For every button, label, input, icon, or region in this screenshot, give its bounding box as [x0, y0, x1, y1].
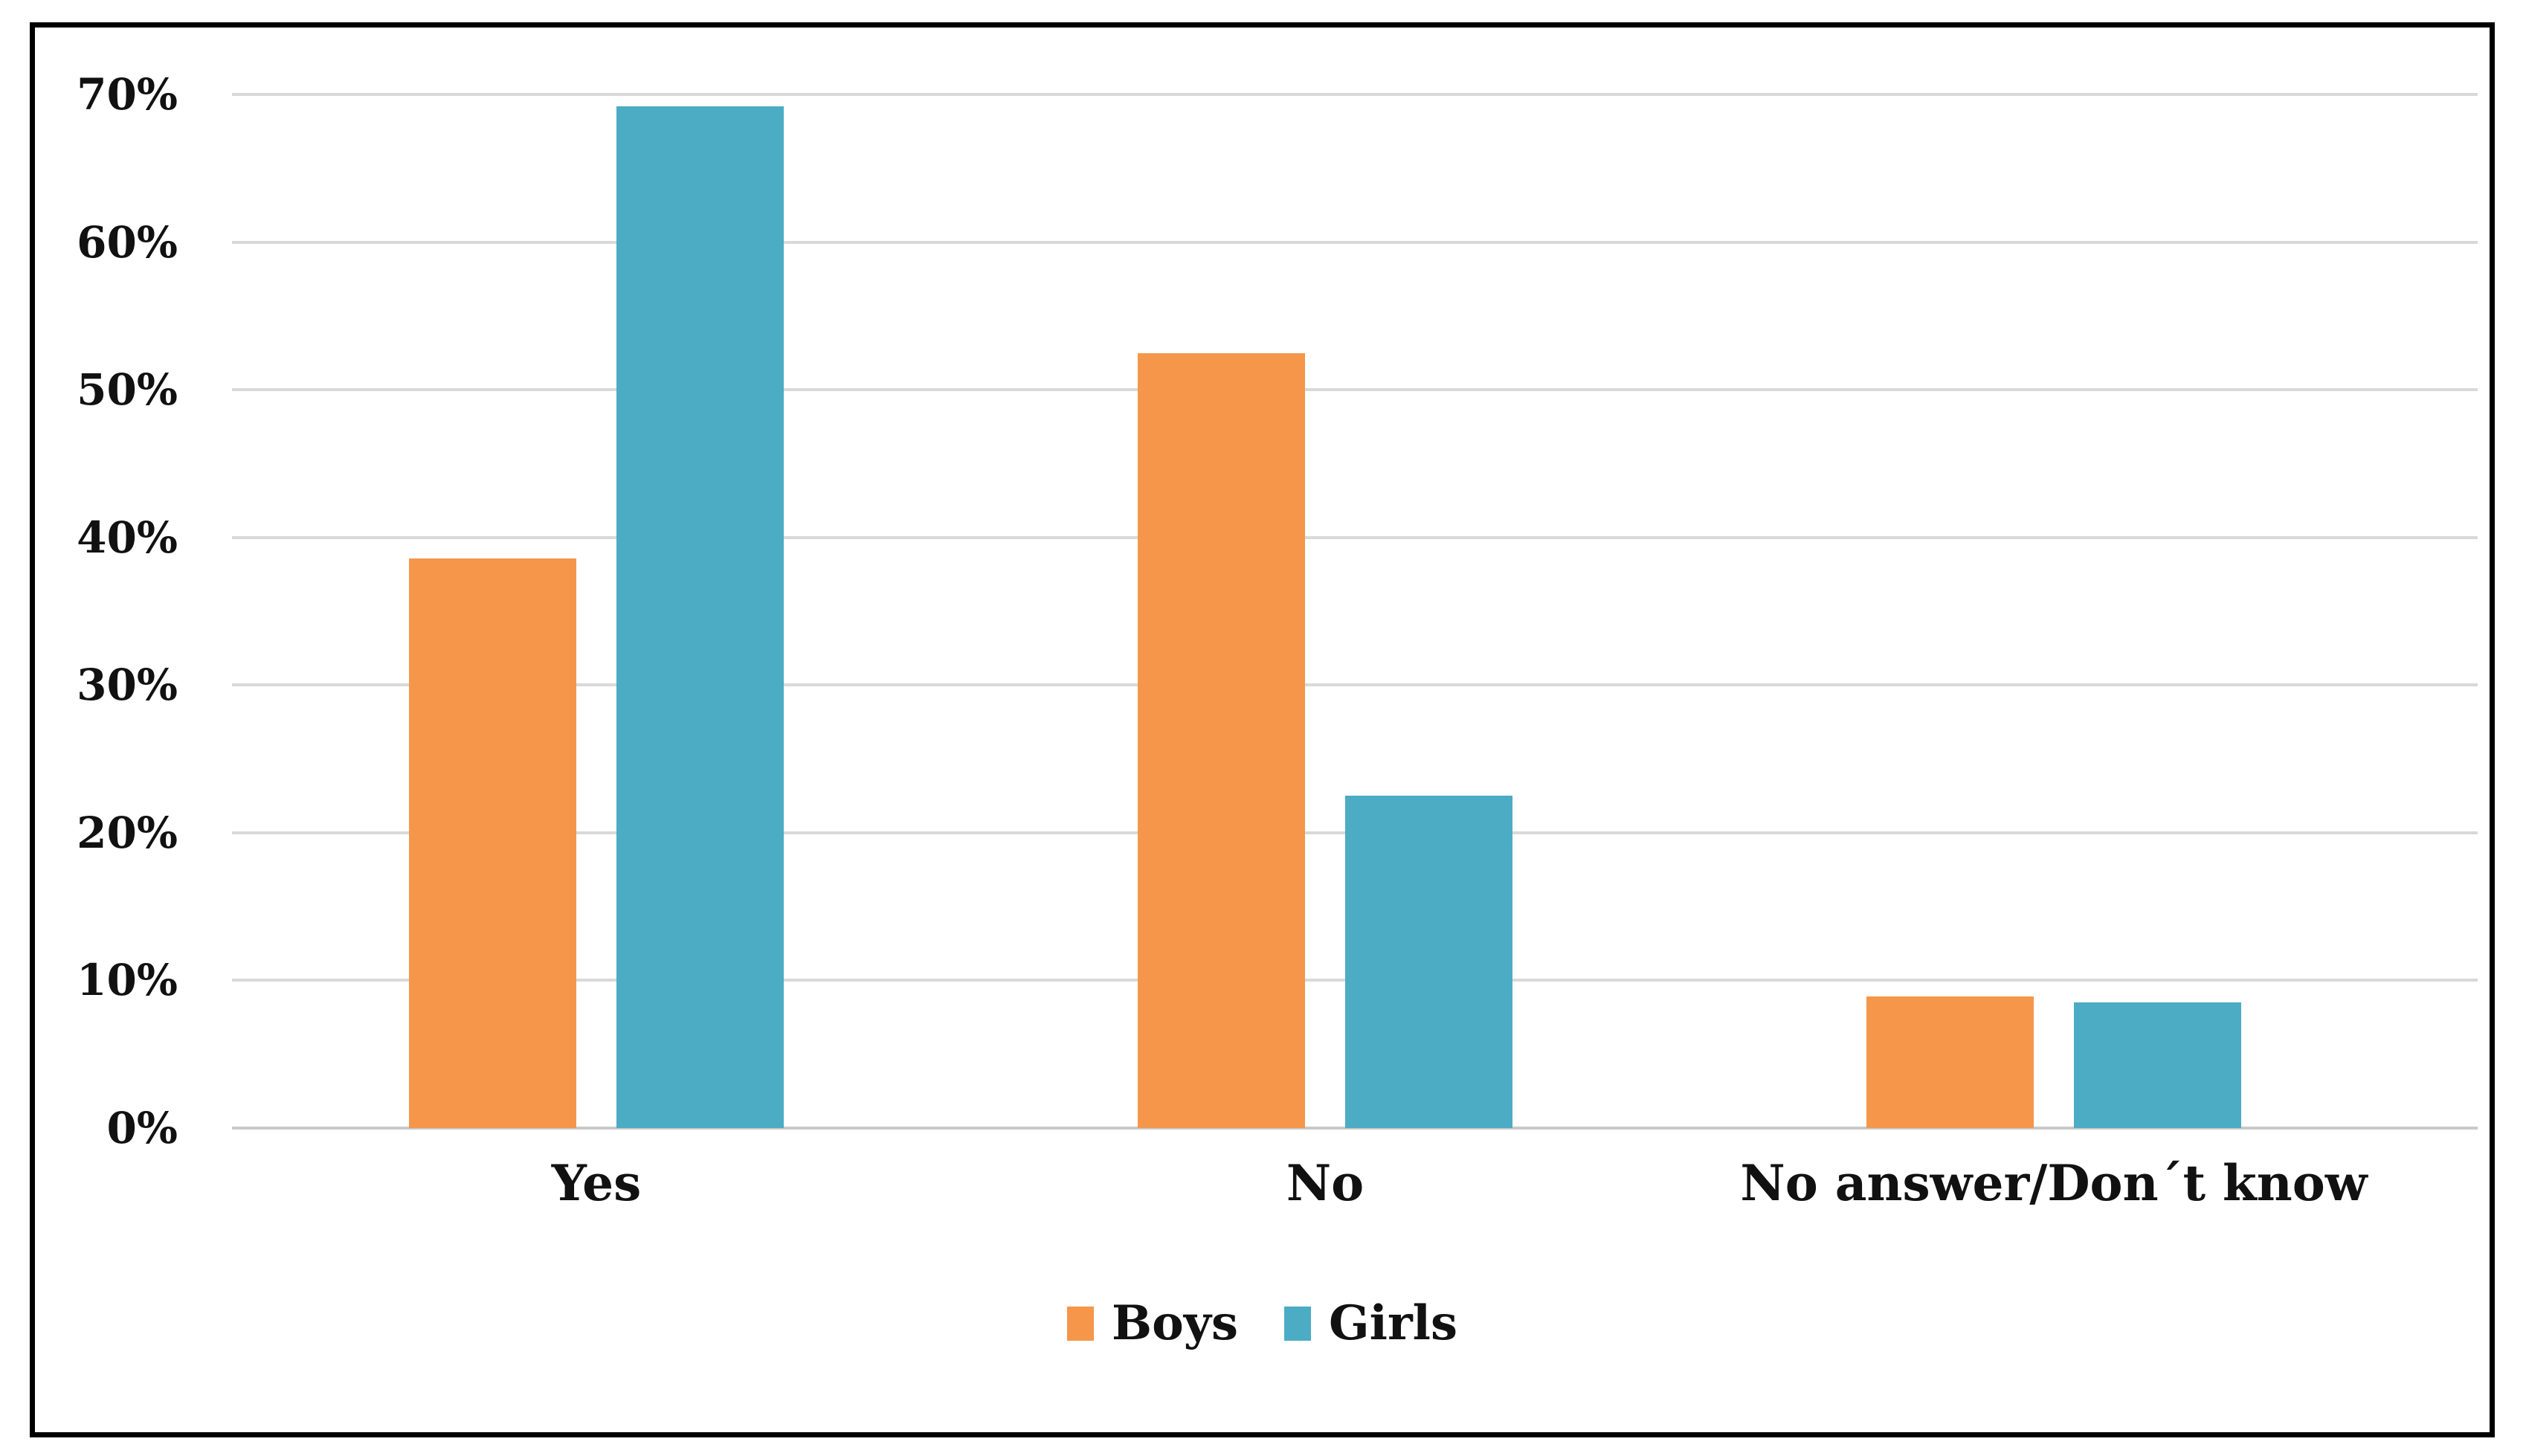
- bar-girls-2: [2074, 1002, 2241, 1128]
- legend-item-girls: Girls: [1283, 1295, 1458, 1351]
- legend-swatch-boys: [1066, 1306, 1094, 1341]
- y-tick-label-20: 20%: [77, 807, 178, 858]
- y-tick-label-40: 40%: [77, 512, 178, 563]
- legend-label-girls: Girls: [1328, 1295, 1458, 1351]
- bar-boys-2: [1866, 996, 2034, 1128]
- gridline-50: [232, 388, 2478, 392]
- gridline-60: [232, 240, 2478, 244]
- y-tick-label-0: 0%: [106, 1103, 178, 1153]
- legend-item-boys: Boys: [1066, 1295, 1238, 1351]
- plot-area: [232, 93, 2478, 1130]
- chart-frame: 0% 10% 20% 30% 40% 50% 60% 70% Yes No No answer/D…: [30, 22, 2495, 1437]
- legend: Boys Girls: [35, 1295, 2490, 1351]
- x-axis-labels: Yes No No answer/Don´t know: [232, 1154, 2478, 1212]
- bar-boys-1: [1138, 352, 1305, 1128]
- bar-group-1: [961, 94, 1689, 1128]
- bar-boys-0: [409, 558, 576, 1128]
- category-label-1: No: [1286, 1154, 1365, 1212]
- y-tick-label-60: 60%: [77, 216, 178, 268]
- legend-swatch-girls: [1283, 1306, 1311, 1341]
- category-label-2: No answer/Don´t know: [1740, 1154, 2368, 1212]
- bar-girls-0: [616, 106, 784, 1128]
- y-tick-label-50: 50%: [77, 364, 178, 416]
- gridline-0: [232, 1127, 2478, 1130]
- gridline-30: [232, 683, 2478, 687]
- gridline-40: [232, 535, 2478, 539]
- category-label-0: Yes: [551, 1154, 642, 1212]
- y-axis: 0% 10% 20% 30% 40% 50% 60% 70%: [35, 69, 178, 1153]
- legend-label-boys: Boys: [1111, 1295, 1238, 1351]
- bar-groups: [232, 94, 2478, 1128]
- bar-girls-1: [1345, 796, 1512, 1128]
- y-tick-label-30: 30%: [77, 660, 178, 711]
- y-tick-label-70: 70%: [77, 69, 178, 120]
- bar-group-0: [232, 94, 961, 1128]
- y-tick-label-10: 10%: [77, 955, 178, 1006]
- bar-group-2: [1689, 94, 2418, 1128]
- gridline-70: [232, 93, 2478, 96]
